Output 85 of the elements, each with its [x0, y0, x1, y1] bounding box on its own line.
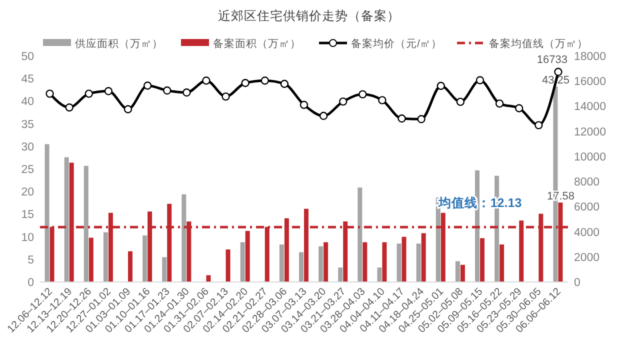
y2-tick-label: 6000	[574, 202, 600, 214]
bar	[84, 166, 88, 282]
y2-tick-label: 14000	[574, 101, 606, 114]
bar	[44, 144, 50, 282]
bar	[402, 236, 406, 282]
bar	[182, 194, 186, 282]
point	[65, 103, 74, 112]
bar	[226, 249, 230, 282]
legend-label: 供应面积（万㎡）	[75, 37, 163, 50]
bar	[362, 242, 368, 282]
y-tick-label: 10	[21, 232, 34, 244]
y2-tick-label: 12000	[574, 126, 606, 138]
bar	[299, 252, 304, 282]
y-tick-label: 50	[21, 51, 34, 63]
bar	[206, 275, 211, 282]
y-tick-label: 15	[21, 209, 34, 222]
point	[417, 115, 426, 124]
point	[495, 99, 504, 108]
bar	[377, 268, 382, 282]
bar	[245, 230, 250, 282]
bar	[128, 251, 132, 282]
point	[182, 88, 191, 97]
point	[534, 121, 543, 130]
bar	[460, 264, 465, 282]
y2-tick-label: 18000	[574, 51, 606, 63]
bar	[500, 244, 504, 282]
point	[319, 112, 328, 120]
point	[436, 82, 445, 90]
bar	[64, 157, 69, 282]
point	[104, 87, 113, 96]
y-tick-label: 40	[21, 96, 34, 108]
point	[476, 76, 484, 84]
point	[398, 114, 406, 123]
y-tick-label: 35	[21, 118, 34, 131]
point	[163, 86, 172, 95]
y-tick-label: 30	[21, 141, 34, 154]
y-tick-label: 25	[21, 164, 34, 176]
y2-tick-label: 10000	[574, 151, 606, 164]
bar	[279, 244, 284, 282]
bar	[240, 242, 245, 282]
point	[378, 96, 386, 104]
bar	[382, 242, 387, 282]
bar	[88, 238, 94, 282]
legend-label: 备案均价（元/㎡）	[351, 37, 442, 50]
chart-title: 近郊区住宅供销价走势（备案）	[218, 8, 400, 23]
point	[456, 98, 465, 106]
point	[300, 100, 308, 109]
point	[358, 90, 367, 98]
legend-label: 备案面积（万㎡）	[213, 37, 301, 50]
point	[46, 90, 54, 98]
data-label: 16733	[536, 54, 568, 66]
y-tick-label: 45	[21, 74, 34, 86]
bar	[338, 268, 343, 282]
bar	[480, 238, 484, 282]
bar	[162, 257, 167, 282]
point	[241, 78, 250, 88]
bar	[455, 261, 460, 282]
y-tick-label: 20	[21, 186, 34, 199]
bar	[421, 233, 426, 282]
data-label: 17.58	[546, 190, 574, 203]
bar	[103, 232, 108, 282]
bar	[396, 244, 402, 282]
annotation: 均值线：12.13	[437, 196, 522, 210]
point	[280, 80, 289, 88]
y2-tick-label: 8000	[574, 176, 600, 189]
y2-tick-label: 2000	[574, 252, 600, 264]
y2-tick-label: 4000	[574, 226, 600, 239]
y2-tick-label: 16000	[574, 76, 606, 88]
y-tick-label: 0	[28, 277, 34, 289]
point	[222, 92, 230, 101]
point	[124, 105, 132, 114]
bar	[318, 246, 324, 282]
point	[202, 76, 210, 85]
bar	[142, 235, 148, 282]
point	[260, 76, 269, 85]
point	[515, 104, 524, 112]
bar	[416, 244, 421, 282]
y2-tick-label: 0	[574, 277, 580, 289]
point	[84, 90, 93, 98]
legend-label: 备案均值线（万㎡）	[489, 37, 588, 50]
y-tick-label: 5	[28, 254, 34, 266]
bar	[358, 188, 362, 282]
bar	[324, 242, 328, 282]
point	[339, 97, 348, 106]
point	[143, 82, 152, 90]
